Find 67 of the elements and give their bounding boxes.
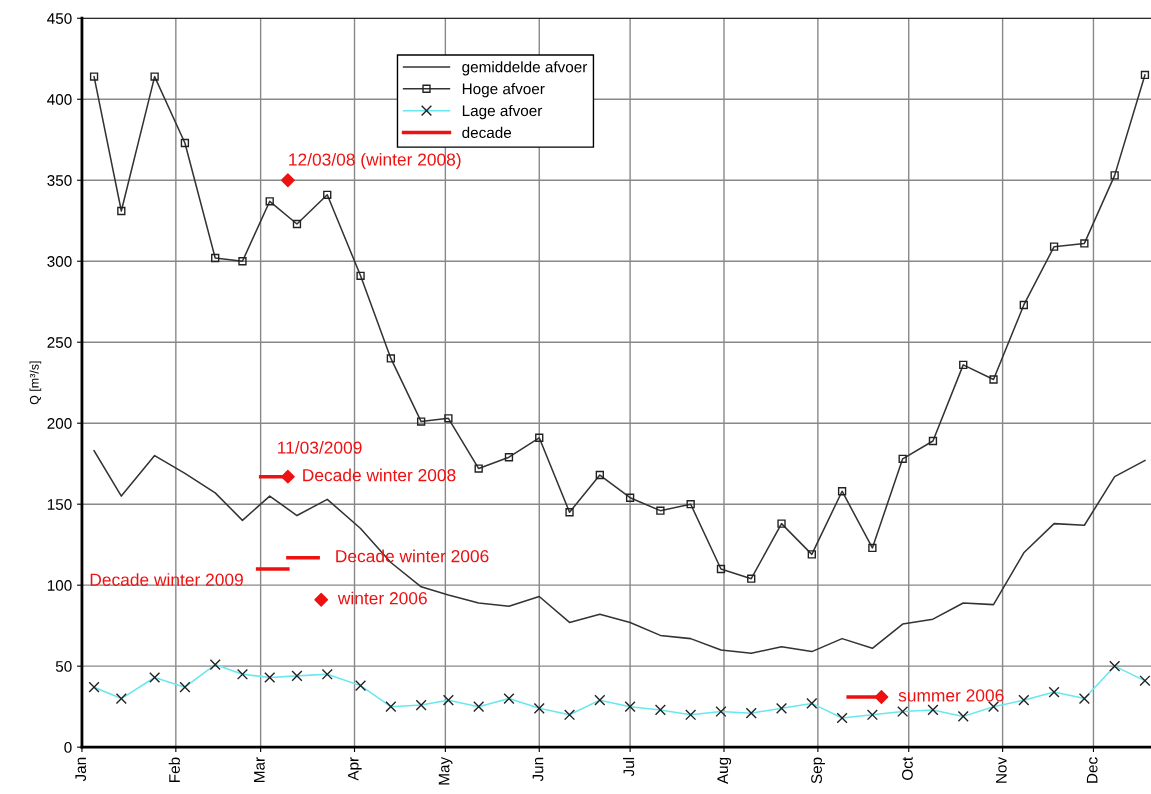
legend-label: Lage afvoer xyxy=(462,104,543,120)
point xyxy=(837,487,847,496)
x-tick-label: Apr xyxy=(347,757,362,781)
annotation: summer 2006 xyxy=(898,689,1004,702)
point xyxy=(474,464,483,473)
x-tick-label: Mar xyxy=(254,757,265,782)
point xyxy=(265,197,274,206)
point xyxy=(1049,242,1059,251)
point xyxy=(874,690,889,704)
y-tick-label: 50 xyxy=(55,661,72,672)
annotation: 11/03/2009 xyxy=(278,441,362,454)
y-tick-label: 300 xyxy=(47,256,72,267)
point xyxy=(898,454,907,464)
point xyxy=(1080,239,1089,248)
point xyxy=(747,574,756,583)
point xyxy=(928,436,938,446)
legend-label: gemiddelde afvoer xyxy=(462,61,588,76)
point xyxy=(656,506,665,515)
point xyxy=(716,564,726,574)
legend-label: decade xyxy=(462,126,512,139)
legend-label: Hoge afvoer xyxy=(462,83,545,98)
y-tick-label: 100 xyxy=(47,580,72,591)
point xyxy=(625,493,635,502)
x-tick-label: Dec xyxy=(1086,757,1098,783)
point xyxy=(686,500,695,509)
x-tick-label: Oct xyxy=(902,756,913,780)
y-tick-label: 350 xyxy=(47,175,72,186)
point xyxy=(1110,171,1119,180)
point xyxy=(868,543,877,553)
point xyxy=(595,470,604,480)
point xyxy=(386,354,396,363)
point xyxy=(959,360,968,370)
x-tick-label: Jul xyxy=(622,757,635,777)
point xyxy=(565,508,574,517)
y-tick-label: 400 xyxy=(47,94,72,105)
y-tick-label: 150 xyxy=(47,499,72,510)
point xyxy=(1019,300,1028,310)
x-tick-label: Jan xyxy=(75,757,87,782)
point xyxy=(777,519,786,528)
annotation: winter 2006 xyxy=(337,591,427,605)
point xyxy=(323,190,332,199)
y-tick-label: 450 xyxy=(47,13,72,24)
point xyxy=(1140,70,1150,80)
x-tick-label: Sep xyxy=(811,757,825,784)
point xyxy=(356,271,365,280)
x-tick-label: Aug xyxy=(717,757,732,785)
point xyxy=(535,433,544,442)
x-tick-label: Nov xyxy=(996,756,1007,783)
annotation: Decade winter 2008 xyxy=(303,468,456,482)
annotation: 12/03/08 (winter 2008) xyxy=(289,152,461,170)
y-tick-label: 250 xyxy=(47,337,72,348)
point xyxy=(416,417,426,426)
x-tick-label: May xyxy=(438,756,453,785)
point xyxy=(989,375,998,384)
point xyxy=(444,414,453,423)
point xyxy=(807,550,816,559)
point xyxy=(280,469,295,484)
x-tick-label: Feb xyxy=(168,757,180,782)
point xyxy=(292,219,302,229)
y-tick-label: 0 xyxy=(64,742,72,753)
point xyxy=(314,592,329,607)
annotation: Decade winter 2009 xyxy=(90,573,243,586)
point xyxy=(504,453,514,462)
y-axis-title: Q [m³/s] xyxy=(29,361,42,405)
point xyxy=(280,173,295,188)
x-tick-label: Jun xyxy=(532,757,544,782)
y-tick-label: 200 xyxy=(47,418,72,429)
